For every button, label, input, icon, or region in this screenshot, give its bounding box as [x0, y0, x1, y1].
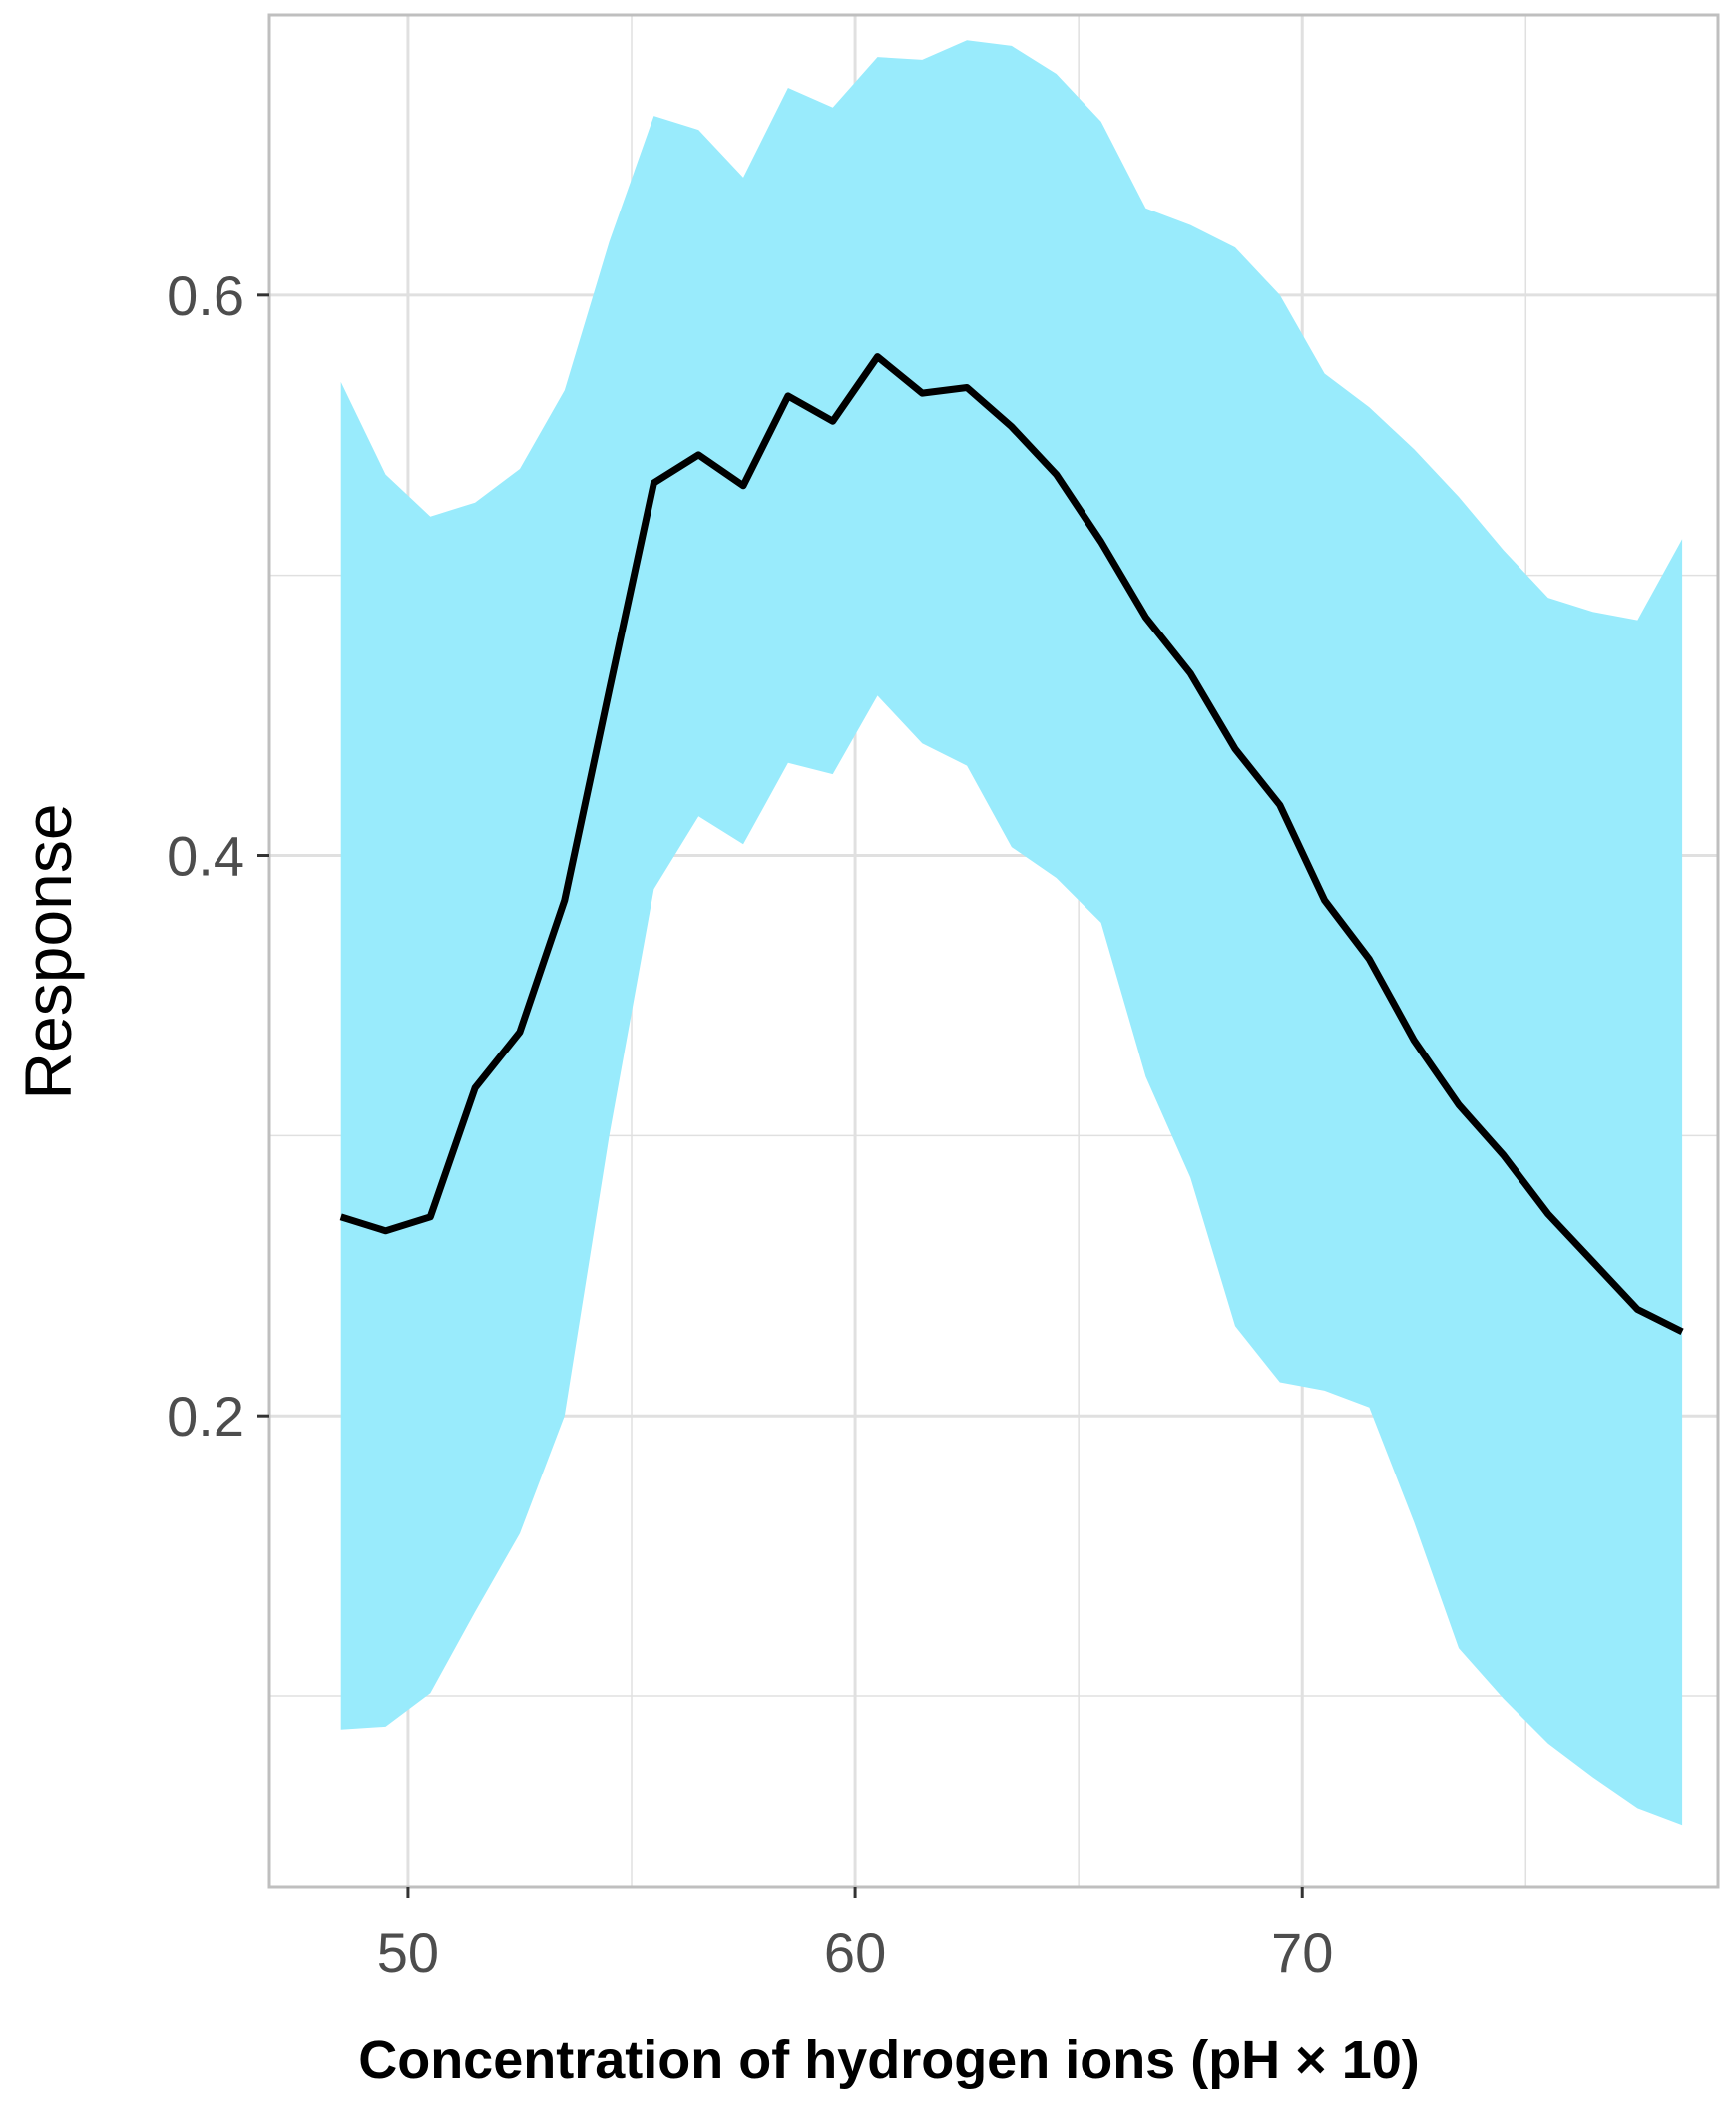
panel-border	[267, 13, 1720, 1889]
x-tick-label: 70	[1271, 1921, 1333, 1984]
y-tick-label: 0.6	[167, 264, 244, 327]
x-axis-ticks: 50 60 70	[377, 1887, 1333, 1984]
response-line	[339, 353, 1684, 1336]
y-tick-label: 0.4	[167, 825, 244, 888]
y-axis-title: Response	[11, 803, 85, 1099]
confidence-band	[340, 40, 1683, 1826]
y-tick-label: 0.2	[167, 1385, 244, 1448]
confidence-band-layer	[340, 40, 1683, 1826]
y-axis-ticks: 0.2 0.4 0.6	[167, 264, 269, 1448]
x-tick-label: 50	[377, 1921, 439, 1984]
x-axis-title: Concentration of hydrogen ions (pH × 10)	[358, 2030, 1420, 2090]
x-tick-label: 60	[824, 1921, 886, 1984]
response-line-layer	[339, 353, 1684, 1336]
